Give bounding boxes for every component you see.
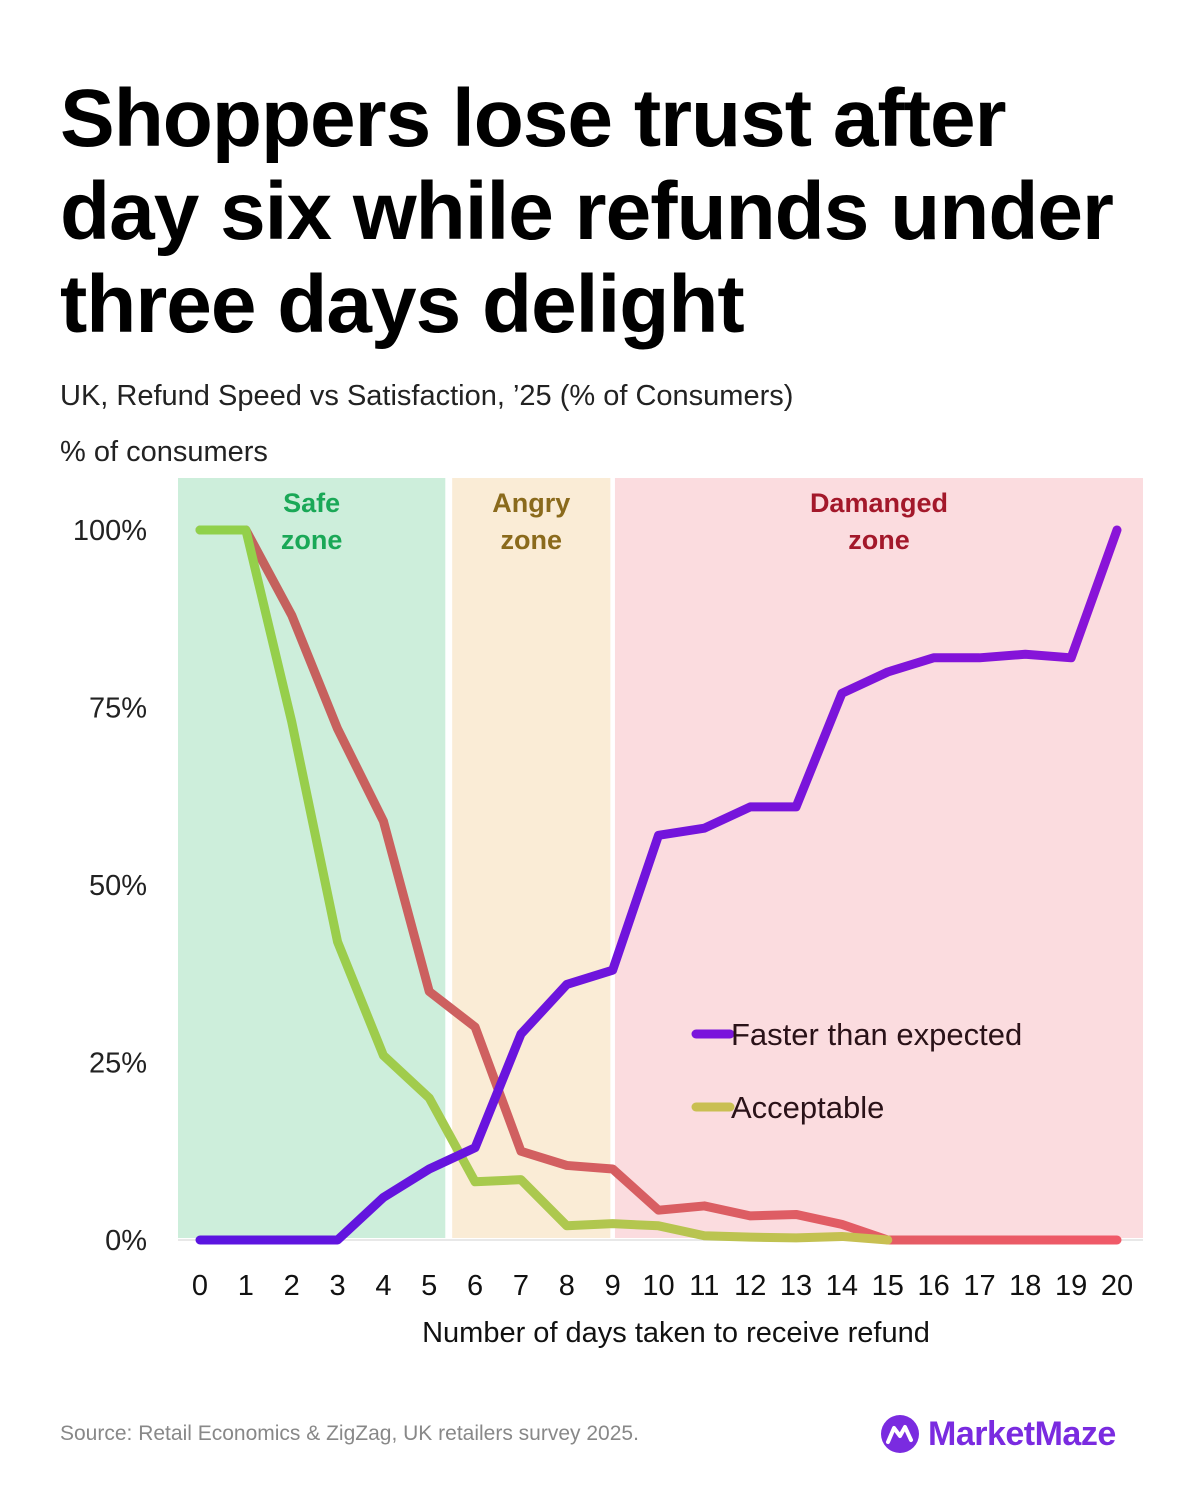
x-tick-label: 15 xyxy=(872,1270,904,1302)
zone-label: Damanged xyxy=(810,488,948,518)
x-tick-label: 1 xyxy=(238,1270,254,1302)
source-note: Source: Retail Economics & ZigZag, UK re… xyxy=(60,1422,639,1445)
zone-label: zone xyxy=(848,525,910,555)
x-tick-label: 19 xyxy=(1055,1270,1087,1302)
y-tick-label: 50% xyxy=(89,870,147,902)
x-tick-label: 9 xyxy=(605,1270,621,1302)
x-tick-label: 16 xyxy=(917,1270,949,1302)
zone-band xyxy=(452,478,611,1238)
x-axis-title: Number of days taken to receive refund xyxy=(422,1317,930,1349)
x-tick-label: 17 xyxy=(963,1270,995,1302)
zone-label: Angry xyxy=(492,488,570,518)
x-tick-label: 7 xyxy=(513,1270,529,1302)
x-tick-label: 6 xyxy=(467,1270,483,1302)
x-tick-label: 13 xyxy=(780,1270,812,1302)
series-line-acceptable xyxy=(195,525,893,1245)
x-tick-label: 3 xyxy=(329,1270,345,1302)
page-title: Shoppers lose trust after day six while … xyxy=(60,73,1114,350)
marketmaze-logo-icon xyxy=(881,1415,919,1453)
x-tick-label: 11 xyxy=(689,1270,719,1302)
x-tick-label: 5 xyxy=(421,1270,437,1302)
legend-label: Acceptable xyxy=(731,1090,884,1125)
y-tick-label: 75% xyxy=(89,693,147,725)
x-tick-label: 14 xyxy=(826,1270,858,1302)
y-tick-label: 100% xyxy=(73,515,147,547)
y-tick-label: 0% xyxy=(105,1225,147,1257)
zone-label: zone xyxy=(281,525,343,555)
x-tick-label: 4 xyxy=(375,1270,391,1302)
chart-subtitle: UK, Refund Speed vs Satisfaction, ’25 (%… xyxy=(60,380,794,412)
x-tick-label: 12 xyxy=(734,1270,766,1302)
x-tick-label: 8 xyxy=(559,1270,575,1302)
brand-name: MarketMaze xyxy=(928,1414,1116,1453)
zone-label: Safe xyxy=(283,488,340,518)
series-line-unnamed xyxy=(195,525,1122,1245)
x-tick-label: 18 xyxy=(1009,1270,1041,1302)
legend-label: Faster than expected xyxy=(731,1017,1022,1052)
line-chart: Safe zone Angry zone Damanged zone 0% 25% 50% 75%… xyxy=(73,478,1143,1349)
x-tick-label: 0 xyxy=(192,1270,208,1302)
zone-band xyxy=(178,478,446,1238)
y-tick-label: 25% xyxy=(89,1048,147,1080)
x-tick-label: 2 xyxy=(284,1270,300,1302)
zone-label: zone xyxy=(501,525,563,555)
series-line-faster-than-expected xyxy=(195,525,1122,1245)
x-tick-label: 20 xyxy=(1101,1270,1133,1302)
y-axis-label: % of consumers xyxy=(60,436,268,468)
brand-logo: MarketMaze xyxy=(880,1414,1116,1454)
x-tick-label: 10 xyxy=(642,1270,674,1302)
